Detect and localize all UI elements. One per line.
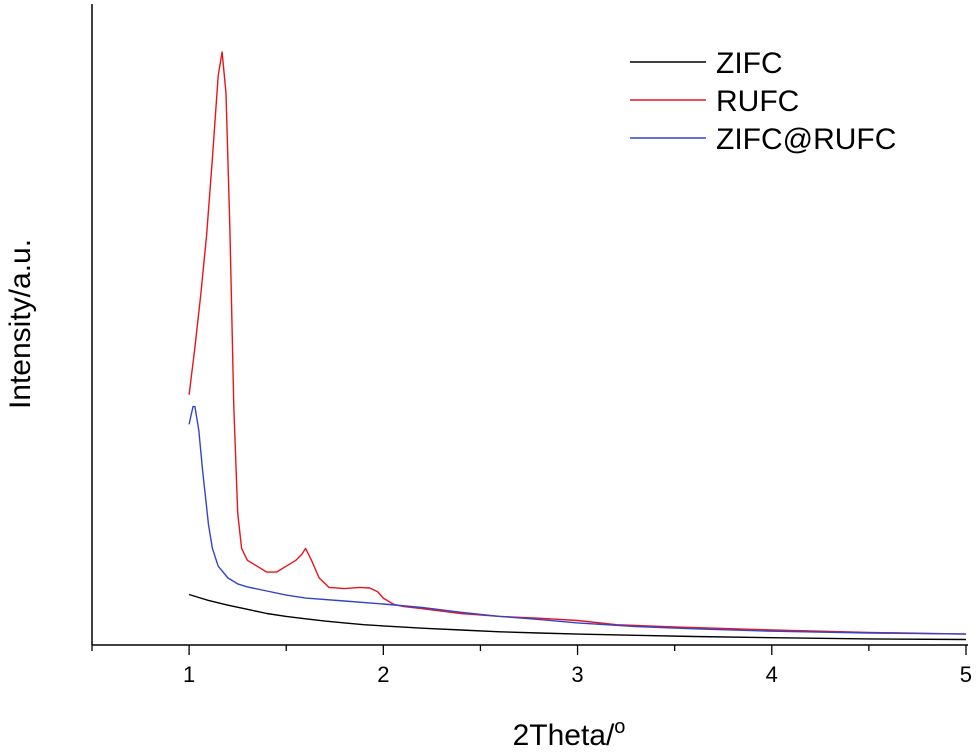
series-line-zifc-rufc bbox=[188, 405, 967, 635]
y-axis-title: Intensity/a.u. bbox=[4, 239, 37, 409]
x-tick-label: 5 bbox=[960, 662, 972, 687]
x-tick-label: 4 bbox=[766, 662, 778, 687]
legend-label: RUFC bbox=[716, 85, 799, 118]
x-axis-title-superscript: o bbox=[614, 716, 625, 738]
x-tick-label: 3 bbox=[571, 662, 583, 687]
plot-area bbox=[188, 51, 967, 641]
x-tick-label: 2 bbox=[377, 662, 389, 687]
legend-label: ZIFC bbox=[716, 47, 783, 80]
x-tick-label: 1 bbox=[183, 662, 195, 687]
legend-label: ZIFC@RUFC bbox=[716, 123, 896, 156]
legend: ZIFC RUFC ZIFC@RUFC bbox=[630, 47, 896, 156]
x-axis-title-main: 2Theta/ bbox=[513, 719, 615, 752]
series-line-zifc bbox=[188, 593, 967, 641]
x-axis-title: 2Theta/o bbox=[513, 716, 626, 752]
axes bbox=[91, 4, 968, 646]
x-ticks: 1 2 3 4 5 bbox=[91, 645, 972, 687]
